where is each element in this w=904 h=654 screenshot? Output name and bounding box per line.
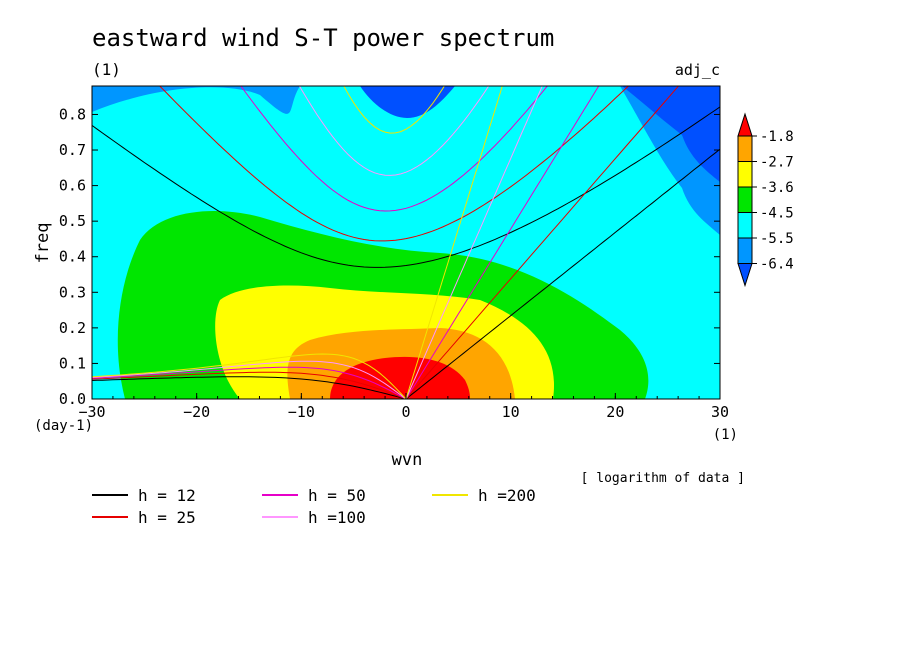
colorbar: -1.8 -2.7 -3.6 -4.5 -5.5 -6.4 bbox=[737, 112, 794, 288]
legend-label: h = 12 bbox=[138, 486, 196, 505]
legend: h = 12 h = 25 h = 50 h =100 h =200 bbox=[92, 486, 536, 527]
y-axis-title: freq bbox=[33, 223, 53, 264]
y-tick-label: 0.3 bbox=[59, 283, 86, 301]
chart-subtitle-right: adj_c bbox=[675, 61, 720, 79]
kelvin-curve-h50 bbox=[405, 86, 600, 399]
y-tick-label: 0.6 bbox=[59, 177, 86, 195]
colorbar-label: -2.7 bbox=[760, 155, 794, 171]
fill-region-darkblue-1 bbox=[360, 86, 455, 118]
dispersion-curves bbox=[92, 86, 720, 399]
chart-title: eastward wind S-T power spectrum bbox=[92, 24, 554, 52]
colorbar-segment bbox=[737, 237, 753, 264]
y-tick-label: 0.4 bbox=[59, 248, 86, 266]
kelvin-curve-h12 bbox=[405, 148, 720, 399]
legend-label: h = 50 bbox=[308, 486, 366, 505]
kelvin-curve-h25 bbox=[405, 86, 680, 399]
ig-curve-h50 bbox=[240, 86, 548, 212]
y-tick-label: 0.5 bbox=[59, 212, 86, 230]
legend-label: h =100 bbox=[308, 508, 366, 527]
ig-curve-h200 bbox=[343, 86, 445, 134]
rossby-curve-h200 bbox=[92, 353, 407, 399]
fill-region-blue-1 bbox=[92, 86, 300, 114]
colorbar-segment bbox=[737, 135, 753, 162]
y-tick-label: 0.0 bbox=[59, 390, 86, 408]
x-tick-label: 10 bbox=[502, 403, 520, 421]
x-tick-label: −30 bbox=[78, 403, 105, 421]
colorbar-segment bbox=[737, 161, 753, 188]
x-unit-label: (1) bbox=[713, 427, 738, 443]
colorbar-label: -4.5 bbox=[760, 206, 794, 222]
kelvin-curve-h100 bbox=[405, 86, 543, 399]
legend-label: h = 25 bbox=[138, 508, 196, 527]
kelvin-curve-h200 bbox=[405, 86, 503, 399]
y-unit-label: (day-1) bbox=[34, 418, 93, 434]
y-tick-label: 0.1 bbox=[59, 354, 86, 372]
y-tick-label: 0.7 bbox=[59, 141, 86, 159]
colorbar-segment bbox=[737, 212, 753, 239]
plot-area bbox=[92, 86, 720, 399]
data-note: [ logarithm of data ] bbox=[581, 471, 745, 486]
legend-label: h =200 bbox=[478, 486, 536, 505]
ig-curve-h100 bbox=[298, 86, 490, 176]
x-tick-label: 20 bbox=[606, 403, 624, 421]
rossby-curve-h12 bbox=[92, 376, 407, 399]
colorbar-label: -6.4 bbox=[760, 257, 794, 273]
rossby-curve-h25 bbox=[92, 371, 407, 399]
x-tick-label: 0 bbox=[401, 403, 410, 421]
x-tick-label: −10 bbox=[288, 403, 315, 421]
colorbar-label: -3.6 bbox=[760, 180, 794, 196]
y-tick-label: 0.2 bbox=[59, 319, 86, 337]
y-tick-label: 0.8 bbox=[59, 105, 86, 123]
colorbar-label: -5.5 bbox=[760, 231, 794, 247]
x-tick-label: 30 bbox=[711, 403, 729, 421]
x-axis: −30 −20 −10 0 10 20 30 bbox=[78, 393, 729, 421]
colorbar-segment bbox=[737, 186, 753, 213]
rossby-curve-h100 bbox=[92, 360, 407, 399]
chart-subtitle-left: (1) bbox=[92, 60, 121, 79]
rossby-curve-h50 bbox=[92, 366, 407, 399]
fill-region-darkblue-2 bbox=[622, 86, 720, 182]
colorbar-label: -1.8 bbox=[760, 129, 794, 145]
x-axis-title: wvn bbox=[392, 450, 423, 470]
ig-curve-h25 bbox=[159, 86, 630, 242]
contour-fills bbox=[92, 86, 720, 399]
ig-curve-h12 bbox=[92, 106, 720, 268]
x-tick-label: −20 bbox=[183, 403, 210, 421]
y-axis: 0.0 0.1 0.2 0.3 0.4 0.5 0.6 0.7 0.8 bbox=[59, 105, 720, 408]
colorbar-bottom-arrow bbox=[737, 263, 753, 288]
colorbar-top-arrow bbox=[737, 112, 753, 137]
